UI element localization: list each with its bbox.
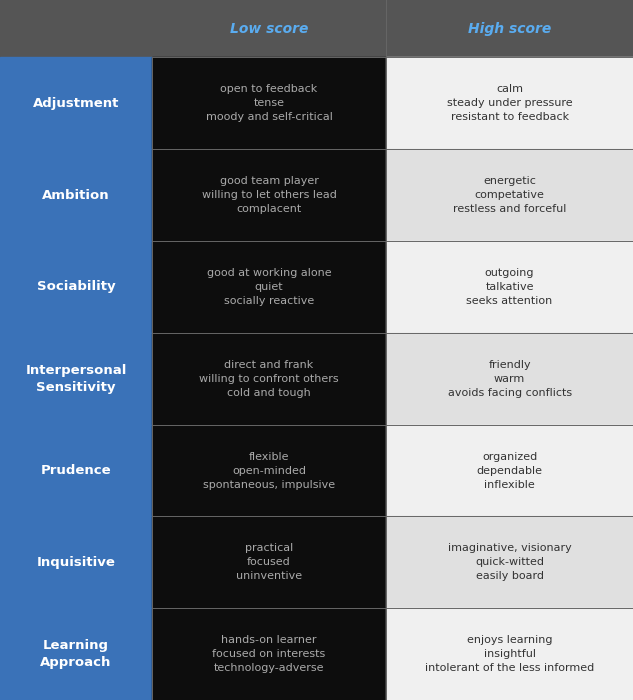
Text: imaginative, visionary
quick-witted
easily board: imaginative, visionary quick-witted easi… [448, 543, 572, 581]
Text: practical
focused
uninventive: practical focused uninventive [236, 543, 302, 581]
Text: Sociability: Sociability [37, 281, 115, 293]
Bar [386, 332, 633, 425]
Text: Adjustment: Adjustment [33, 97, 119, 110]
Bar [0, 57, 152, 149]
Bar [152, 149, 386, 241]
Text: open to feedback
tense
moody and self-critical: open to feedback tense moody and self-cr… [206, 84, 332, 122]
Text: Low score: Low score [230, 22, 308, 36]
Text: friendly
warm
avoids facing conflicts: friendly warm avoids facing conflicts [448, 360, 572, 398]
Text: direct and frank
willing to confront others
cold and tough: direct and frank willing to confront oth… [199, 360, 339, 398]
Bar [152, 241, 386, 332]
Bar [386, 57, 633, 149]
Bar [152, 517, 386, 608]
Bar [386, 517, 633, 608]
Text: enjoys learning
insightful
intolerant of the less informed: enjoys learning insightful intolerant of… [425, 635, 594, 673]
Bar [152, 425, 386, 517]
Bar [0, 149, 152, 241]
Text: High score: High score [468, 22, 551, 36]
Bar [152, 57, 386, 149]
Text: good at working alone
quiet
socially reactive: good at working alone quiet socially rea… [207, 268, 331, 306]
Bar [152, 608, 386, 700]
Text: hands-on learner
focused on interests
technology-adverse: hands-on learner focused on interests te… [213, 635, 325, 673]
Text: energetic
competative
restless and forceful: energetic competative restless and force… [453, 176, 567, 214]
Bar [386, 149, 633, 241]
Text: organized
dependable
inflexible: organized dependable inflexible [477, 452, 542, 489]
Bar [0, 0, 633, 57]
Bar [386, 425, 633, 517]
Bar [0, 332, 152, 425]
Text: Interpersonal
Sensitivity: Interpersonal Sensitivity [25, 364, 127, 393]
Text: Learning
Approach: Learning Approach [41, 639, 111, 669]
Text: good team player
willing to let others lead
complacent: good team player willing to let others l… [201, 176, 337, 214]
Text: Inquisitive: Inquisitive [37, 556, 115, 569]
Bar [0, 517, 152, 608]
Text: flexible
open-minded
spontaneous, impulsive: flexible open-minded spontaneous, impuls… [203, 452, 335, 489]
Bar [0, 241, 152, 332]
Text: outgoing
talkative
seeks attention: outgoing talkative seeks attention [467, 268, 553, 306]
Text: calm
steady under pressure
resistant to feedback: calm steady under pressure resistant to … [447, 84, 572, 122]
Bar [386, 241, 633, 332]
Bar [152, 332, 386, 425]
Text: Ambition: Ambition [42, 188, 110, 202]
Bar [0, 425, 152, 517]
Text: Prudence: Prudence [41, 464, 111, 477]
Bar [386, 608, 633, 700]
Bar [0, 608, 152, 700]
